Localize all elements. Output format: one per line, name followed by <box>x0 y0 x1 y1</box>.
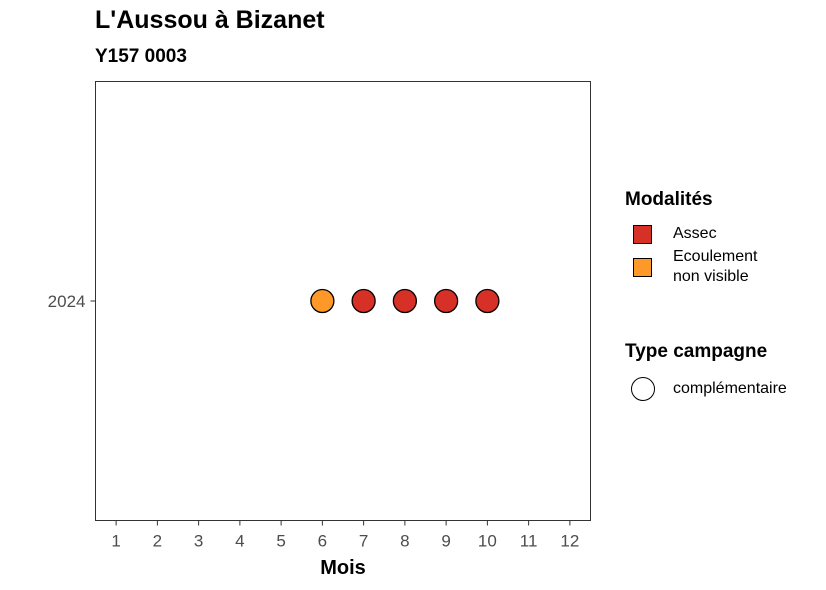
legend-key-complementaire <box>631 377 655 401</box>
x-tick-label-6: 6 <box>318 532 327 551</box>
data-point-month-8 <box>392 288 418 314</box>
x-axis-title: Mois <box>320 557 366 579</box>
legend-key-assec <box>633 225 652 244</box>
data-point-month-7 <box>351 288 376 314</box>
x-tick-label-3: 3 <box>194 532 203 551</box>
data-point-month-9 <box>433 288 459 314</box>
legend-label-complementaire: complémentaire <box>673 380 787 397</box>
data-point-month-6 <box>310 288 335 314</box>
legend-modalites: Modalités Assec Ecoulement non visible <box>625 189 825 291</box>
legend-label-ecoulement-line1: Ecoulement <box>673 248 758 265</box>
x-tick-label-9: 9 <box>441 532 450 551</box>
legend-key-ecoulement <box>633 258 652 277</box>
x-tick-label-5: 5 <box>276 532 285 551</box>
y-tick-label-2024: 2024 <box>48 292 86 311</box>
legend-item-ecoulement: Ecoulement non visible <box>625 247 825 291</box>
x-tick-label-1: 1 <box>111 532 120 551</box>
x-tick-label-4: 4 <box>235 532 244 551</box>
legend-label-assec: Assec <box>673 225 717 242</box>
x-tick-label-8: 8 <box>400 532 409 551</box>
legend-modalites-title: Modalités <box>625 189 713 210</box>
legend-campagne-title: Type campagne <box>625 341 768 362</box>
x-tick-label-11: 11 <box>520 532 538 551</box>
x-tick-label-7: 7 <box>359 532 368 551</box>
chart-subtitle: Y157 0003 <box>95 46 187 67</box>
plot-panel <box>95 81 591 521</box>
legend-label-ecoulement-line2: non visible <box>673 268 749 285</box>
legend-item-assec: Assec <box>625 221 825 247</box>
data-point-month-10 <box>475 288 500 314</box>
chart-title: L'Aussou à Bizanet <box>95 6 325 34</box>
legend-campagne: Type campagne complémentaire <box>625 341 825 405</box>
x-tick-label-10: 10 <box>478 532 497 551</box>
x-tick-label-12: 12 <box>560 532 579 551</box>
legend-item-complementaire: complémentaire <box>625 375 825 405</box>
x-tick-label-2: 2 <box>153 532 162 551</box>
